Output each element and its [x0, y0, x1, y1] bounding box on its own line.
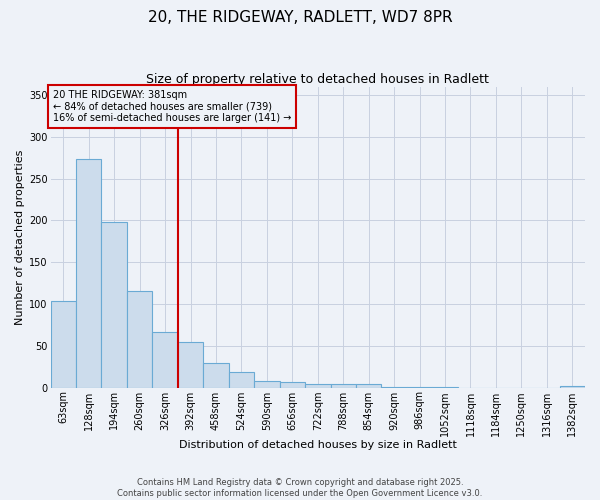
Bar — [152, 332, 178, 388]
Bar — [331, 384, 356, 388]
Text: Contains HM Land Registry data © Crown copyright and database right 2025.
Contai: Contains HM Land Registry data © Crown c… — [118, 478, 482, 498]
Bar — [560, 386, 585, 388]
Bar — [50, 302, 76, 388]
Bar — [356, 384, 382, 388]
Y-axis label: Number of detached properties: Number of detached properties — [15, 150, 25, 325]
Bar — [229, 372, 254, 388]
Bar — [127, 292, 152, 388]
Bar — [254, 381, 280, 388]
Text: 20, THE RIDGEWAY, RADLETT, WD7 8PR: 20, THE RIDGEWAY, RADLETT, WD7 8PR — [148, 10, 452, 25]
Bar — [101, 222, 127, 388]
Bar — [433, 386, 458, 388]
Bar — [178, 342, 203, 388]
Title: Size of property relative to detached houses in Radlett: Size of property relative to detached ho… — [146, 72, 489, 86]
Bar — [203, 364, 229, 388]
Bar — [407, 386, 433, 388]
Bar — [76, 160, 101, 388]
X-axis label: Distribution of detached houses by size in Radlett: Distribution of detached houses by size … — [179, 440, 457, 450]
Text: 20 THE RIDGEWAY: 381sqm
← 84% of detached houses are smaller (739)
16% of semi-d: 20 THE RIDGEWAY: 381sqm ← 84% of detache… — [53, 90, 292, 123]
Bar — [280, 382, 305, 388]
Bar — [305, 384, 331, 388]
Bar — [382, 386, 407, 388]
